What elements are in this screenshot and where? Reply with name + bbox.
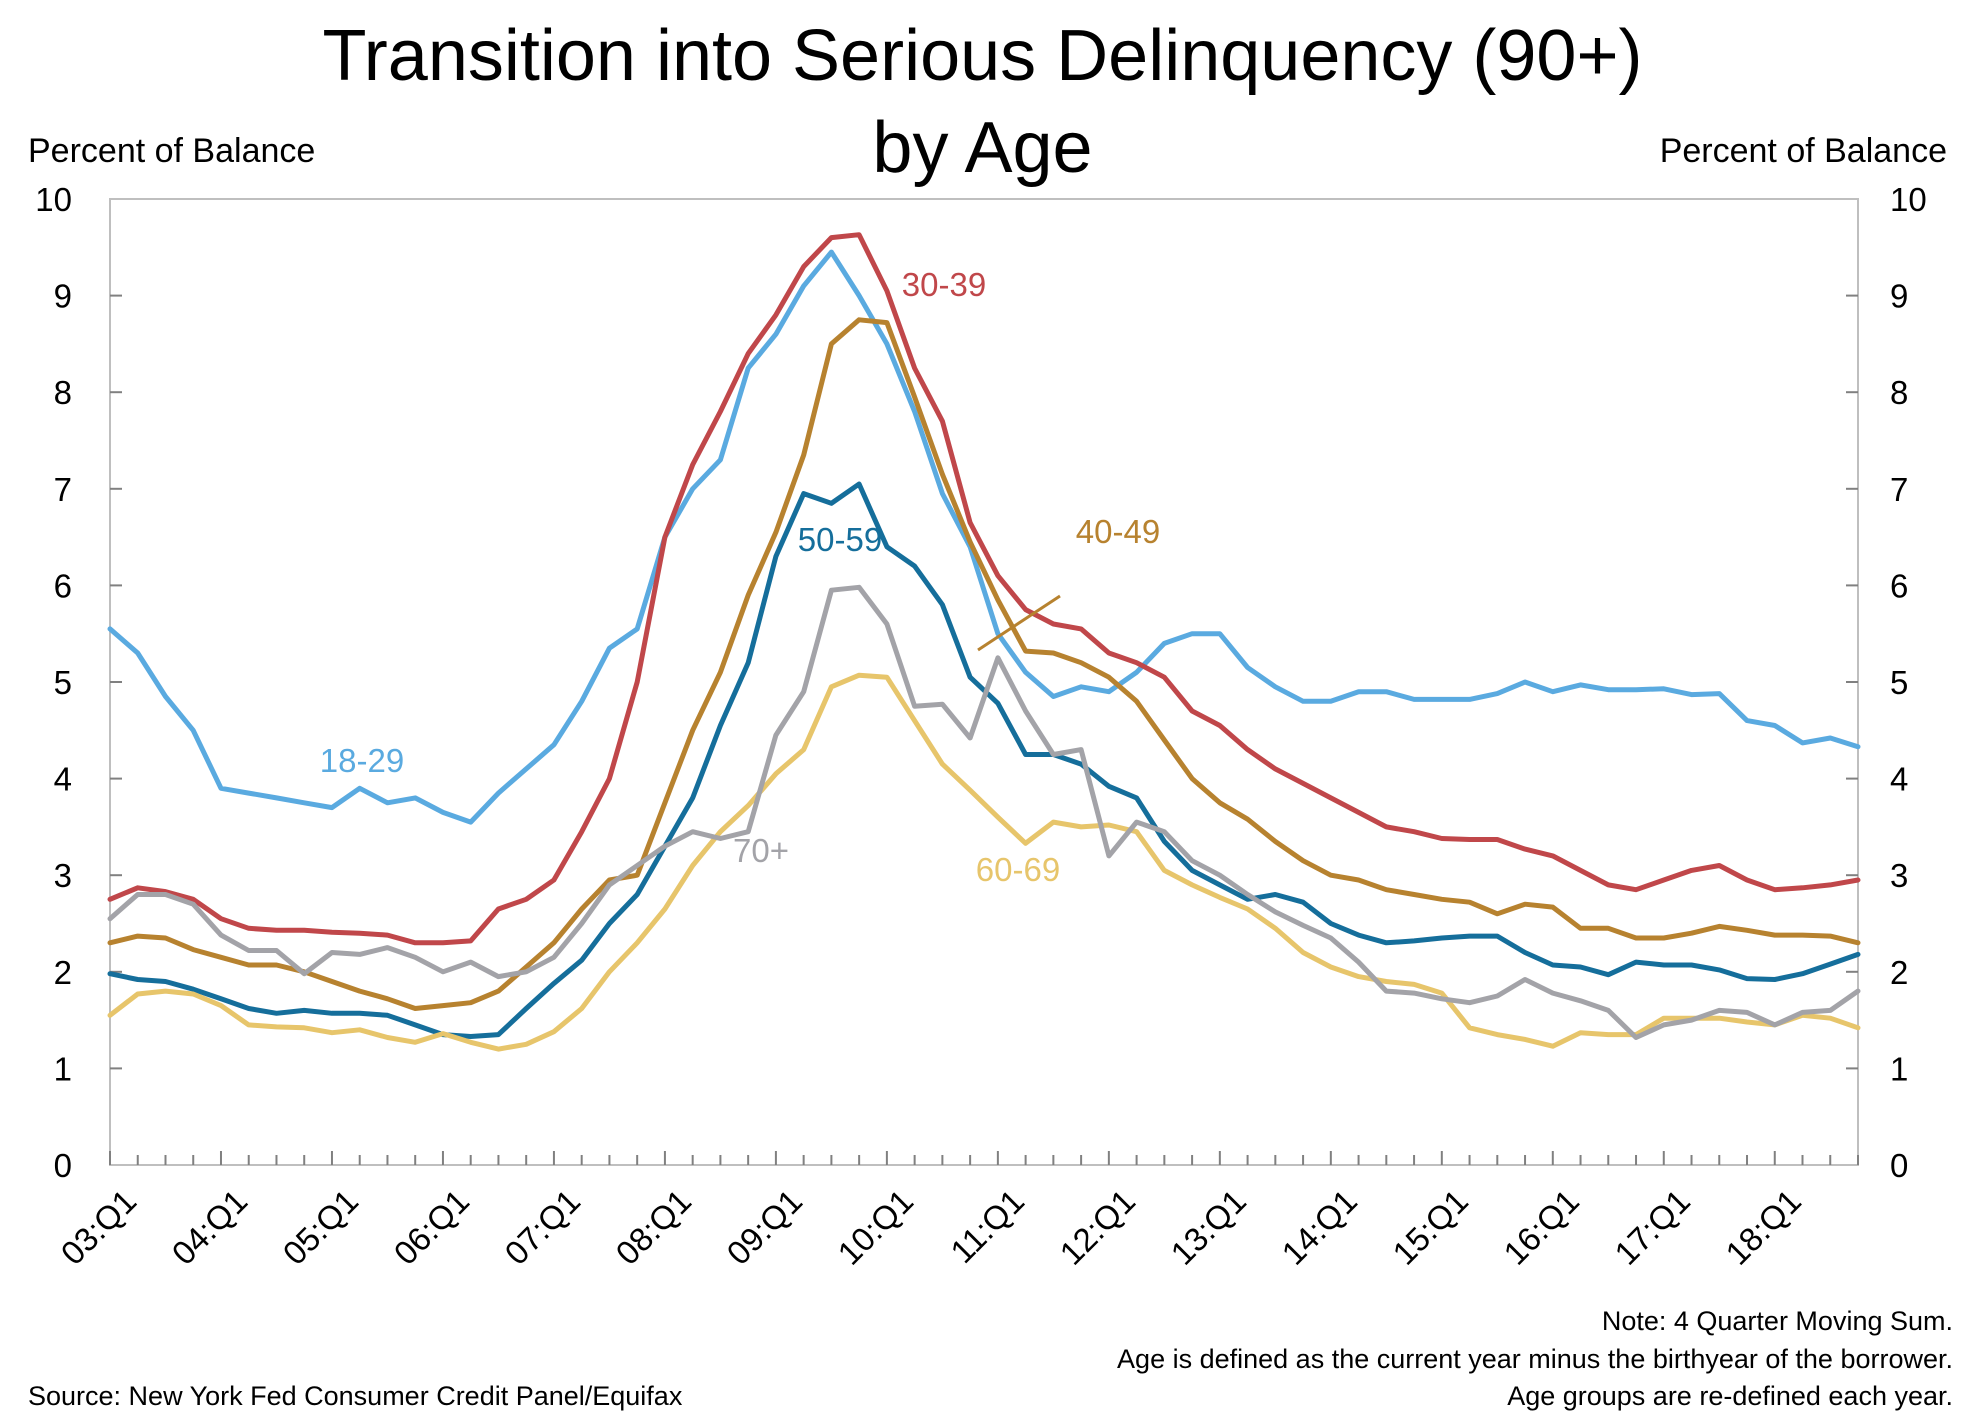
y-tick-label-left: 6 — [54, 567, 72, 604]
x-tick-label: 06:Q1 — [387, 1182, 477, 1272]
y-tick-label-right: 1 — [1890, 1050, 1908, 1087]
y-tick-label-right: 8 — [1890, 374, 1908, 411]
y-tick-label-left: 3 — [54, 857, 72, 894]
series-label-50-59: 50-59 — [798, 521, 882, 558]
y-tick-label-right: 5 — [1890, 664, 1908, 701]
series-lines — [107, 232, 1861, 1052]
chart-subtitle: by Age — [872, 108, 1093, 188]
y-tick-label-left: 8 — [54, 374, 72, 411]
y-tick-label-right: 2 — [1890, 954, 1908, 991]
series-label-18-29: 18-29 — [320, 742, 404, 779]
x-tick-label: 13:Q1 — [1163, 1182, 1253, 1272]
x-tick-label: 12:Q1 — [1052, 1182, 1142, 1272]
series-line-60-69 — [107, 672, 1861, 1052]
y-tick-label-right: 10 — [1890, 181, 1927, 218]
y-tick-label-left: 1 — [54, 1050, 72, 1087]
y-tick-label-right: 6 — [1890, 567, 1908, 604]
label-leader-40-49 — [977, 594, 1061, 652]
series-label-70plus: 70+ — [733, 832, 789, 869]
note-moving-sum: Note: 4 Quarter Moving Sum. — [1601, 1306, 1953, 1336]
y-tick-label-left: 2 — [54, 954, 72, 991]
x-tick-label: 11:Q1 — [943, 1182, 1031, 1270]
x-tick-label: 05:Q1 — [276, 1182, 366, 1272]
note-age-groups: Age groups are re-defined each year. — [1507, 1381, 1953, 1411]
series-line-70plus — [107, 584, 1861, 1040]
series-line-50-59 — [107, 481, 1861, 1039]
y-tick-label-right: 0 — [1890, 1147, 1908, 1184]
y-tick-label-left: 7 — [54, 471, 72, 508]
series-line-18-29 — [107, 249, 1861, 825]
x-tick-label: 03:Q1 — [54, 1182, 144, 1272]
x-tick-label: 09:Q1 — [719, 1182, 809, 1272]
x-tick-label: 15:Q1 — [1385, 1182, 1475, 1272]
chart-title: Transition into Serious Delinquency (90+… — [322, 16, 1643, 96]
x-tick-label: 04:Q1 — [165, 1182, 255, 1272]
x-tick-label: 14:Q1 — [1274, 1182, 1364, 1272]
x-tick-label: 18:Q1 — [1718, 1182, 1808, 1272]
y-tick-label-left: 9 — [54, 278, 72, 315]
x-tick-label: 10:Q1 — [830, 1182, 920, 1272]
y-axis-right: 0 1 2 3 4 5 6 7 8 9 10 — [1846, 181, 1927, 1184]
series-line-40-49 — [107, 317, 1861, 1011]
left-axis-title: Percent of Balance — [28, 132, 316, 170]
source-note: Source: New York Fed Consumer Credit Pan… — [28, 1381, 683, 1411]
y-tick-label-left: 5 — [54, 664, 72, 701]
y-tick-label-right: 4 — [1890, 761, 1908, 798]
series-label-30-39: 30-39 — [902, 266, 986, 303]
plot-frame — [109, 198, 1859, 1166]
y-tick-label-right: 3 — [1890, 857, 1908, 894]
x-tick-label: 07:Q1 — [497, 1182, 587, 1272]
y-axis-left: 0 1 2 3 4 5 6 7 8 9 10 — [35, 181, 122, 1184]
note-age-definition: Age is defined as the current year minus… — [1117, 1344, 1953, 1374]
series-label-40-49: 40-49 — [1076, 513, 1160, 550]
y-tick-label-right: 7 — [1890, 471, 1908, 508]
y-tick-label-left: 10 — [35, 181, 72, 218]
x-tick-label: 08:Q1 — [608, 1182, 698, 1272]
x-axis: 03:Q1 04:Q1 05:Q1 06:Q1 07:Q1 08:Q1 09:Q1 10:Q1… — [54, 1151, 1859, 1272]
y-tick-label-left: 0 — [54, 1147, 72, 1184]
right-axis-title: Percent of Balance — [1659, 132, 1947, 170]
series-labels: 18-29 30-39 40-49 50-59 60-69 70+ — [320, 266, 1160, 888]
y-tick-label-right: 9 — [1890, 278, 1908, 315]
x-tick-label: 16:Q1 — [1496, 1182, 1586, 1272]
x-tick-label: 17:Q1 — [1607, 1182, 1697, 1272]
y-tick-label-left: 4 — [54, 761, 72, 798]
series-line-30-39 — [107, 232, 1861, 946]
series-label-60-69: 60-69 — [976, 851, 1060, 888]
